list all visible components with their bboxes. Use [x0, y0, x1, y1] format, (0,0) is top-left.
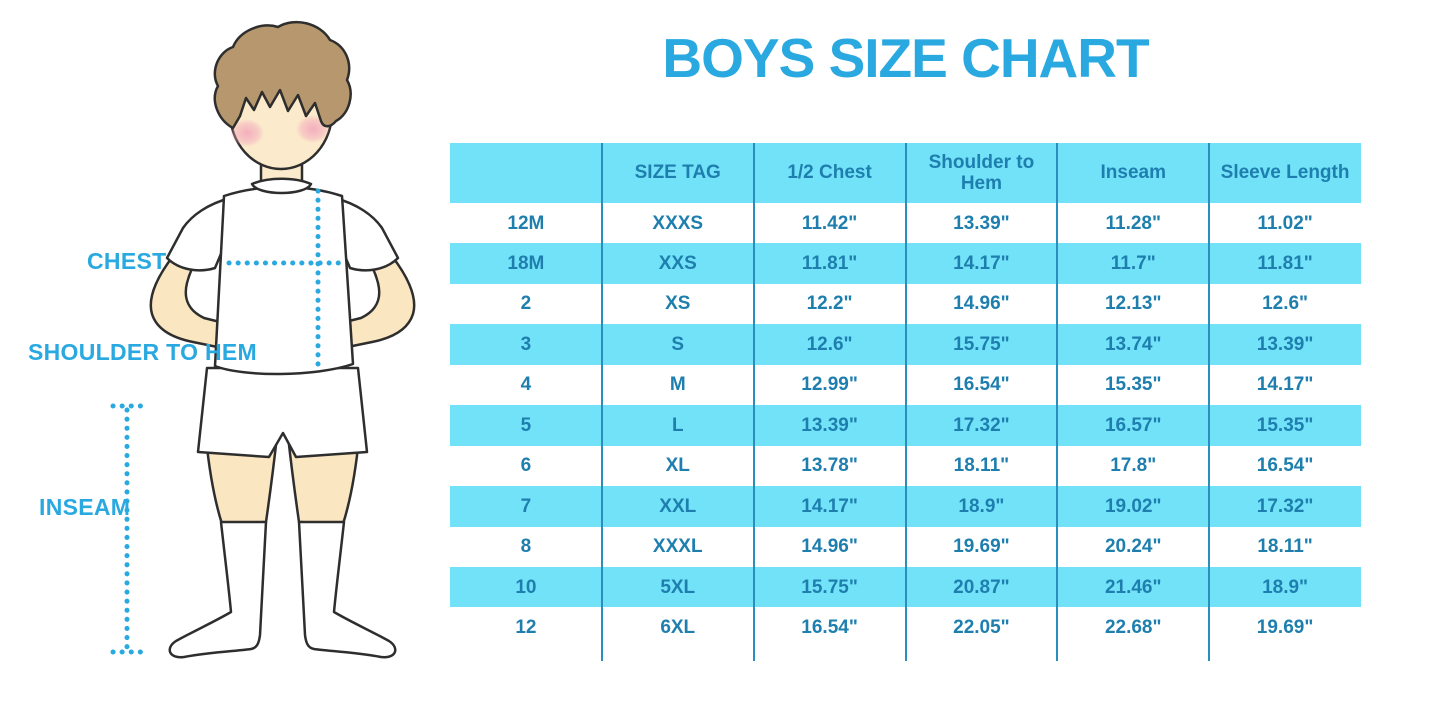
table-cell: 17.32": [1209, 486, 1361, 527]
table-cell: 16.54": [1256, 455, 1314, 477]
header-shoulder-to-hem: Shoulder to Hem: [905, 143, 1058, 203]
measurement-dotted-lines: [110, 188, 347, 655]
table-cell: 13.74": [1057, 324, 1210, 365]
boy-shirt-collar: [250, 177, 313, 195]
table-cell: 11.28": [1105, 212, 1161, 234]
table-cell: XXXS: [652, 212, 704, 234]
table-cell: 11.02": [1257, 212, 1313, 234]
boy-legs: [204, 434, 361, 526]
boy-shirt-sleeves: [165, 196, 400, 272]
table-cell: 6: [520, 455, 532, 477]
table-cell: 13.39": [753, 405, 906, 446]
column-divider: [600, 143, 603, 661]
table-cell: 14.17": [1256, 374, 1314, 396]
table-cell: 12.2": [806, 293, 853, 315]
table-cell: 12: [515, 616, 537, 638]
table-cell: 11.42": [801, 212, 858, 234]
table-cell: 6XL: [660, 616, 696, 638]
boy-measurement-illustration: [110, 20, 416, 659]
table-cell: 5: [450, 405, 602, 446]
table-cell: XXS: [601, 243, 754, 284]
shoulder-to-hem-label: SHOULDER TO HEM: [28, 339, 257, 365]
page-title: BOYS SIZE CHART: [662, 27, 1149, 89]
table-cell: S: [601, 324, 754, 365]
table-cell: 19.69": [953, 536, 1010, 558]
table-cell: 10: [450, 566, 602, 608]
table-cell: 13.78": [801, 455, 858, 477]
header-size-tag: SIZE TAG: [601, 143, 754, 203]
table-cell: 12M: [507, 212, 545, 234]
table-cell: 18.9": [905, 486, 1058, 527]
table-cell: 22.68": [1104, 616, 1162, 638]
table-cell: 19.02": [1057, 486, 1210, 527]
table-cell: XL: [665, 455, 690, 477]
header-sleeve-length: Sleeve Length: [1209, 143, 1361, 203]
table-cell: 20.87": [905, 566, 1058, 608]
column-divider: [904, 143, 907, 661]
table-cell: 11.81": [1209, 243, 1361, 284]
boy-shorts: [196, 366, 369, 459]
table-cell: 16.57": [1057, 405, 1210, 446]
table-cell: 14.96": [953, 293, 1010, 315]
table-cell: 21.46": [1057, 566, 1210, 608]
table-cell: 14.17": [905, 243, 1058, 284]
table-cell: 12.6": [753, 324, 906, 365]
table-cell: L: [601, 405, 754, 446]
table-cell: 17.8": [1110, 455, 1157, 477]
table-cell: M: [669, 374, 686, 396]
boy-hair: [213, 20, 352, 130]
table-cell: 18.11": [1257, 536, 1313, 558]
table-cell: 16.54": [953, 374, 1010, 396]
table-cell: 22.05": [953, 616, 1010, 638]
table-cell: 13.39": [1209, 324, 1361, 365]
table-cell: XXXL: [652, 536, 703, 558]
table-cell: 15.75": [753, 566, 906, 608]
table-cell: 11.7": [1057, 243, 1210, 284]
table-cell: 16.54": [801, 616, 858, 638]
table-cell: 18.9": [1209, 566, 1361, 608]
table-cell: 4: [520, 374, 532, 396]
table-cell: 15.35": [1209, 405, 1361, 446]
column-divider: [752, 143, 755, 661]
table-cell: 12.6": [1262, 293, 1309, 315]
table-cell: 12.99": [801, 374, 858, 396]
column-divider: [1208, 143, 1211, 661]
size-table: SIZE TAG 1/2 Chest Shoulder to Hem Insea…: [450, 143, 1361, 661]
table-cell: 14.96": [801, 536, 858, 558]
table-cell: 2: [520, 293, 532, 315]
header-half-chest: 1/2 Chest: [753, 143, 906, 203]
inseam-label: INSEAM: [39, 494, 131, 520]
table-cell: 20.24": [1104, 536, 1162, 558]
table-cell: 11.81": [753, 243, 906, 284]
table-cell: 15.75": [905, 324, 1058, 365]
boy-socks: [168, 520, 397, 659]
header-inseam: Inseam: [1057, 143, 1210, 203]
table-cell: 17.32": [905, 405, 1058, 446]
table-cell: 14.17": [753, 486, 906, 527]
table-cell: 13.39": [953, 212, 1010, 234]
table-cell: 19.69": [1256, 616, 1314, 638]
table-cell: 15.35": [1104, 374, 1162, 396]
chest-label: CHEST: [87, 248, 167, 274]
table-cell: XS: [665, 293, 691, 315]
table-cell: XXL: [601, 486, 754, 527]
table-cell: 18M: [450, 243, 602, 284]
header-blank: [450, 143, 602, 203]
table-cell: 8: [520, 536, 532, 558]
table-cell: 12.13": [1104, 293, 1162, 315]
table-cell: 7: [450, 486, 602, 527]
table-cell: 3: [450, 324, 602, 365]
table-cell: 5XL: [601, 566, 754, 608]
column-divider: [1056, 143, 1059, 661]
table-cell: 18.11": [953, 455, 1010, 477]
